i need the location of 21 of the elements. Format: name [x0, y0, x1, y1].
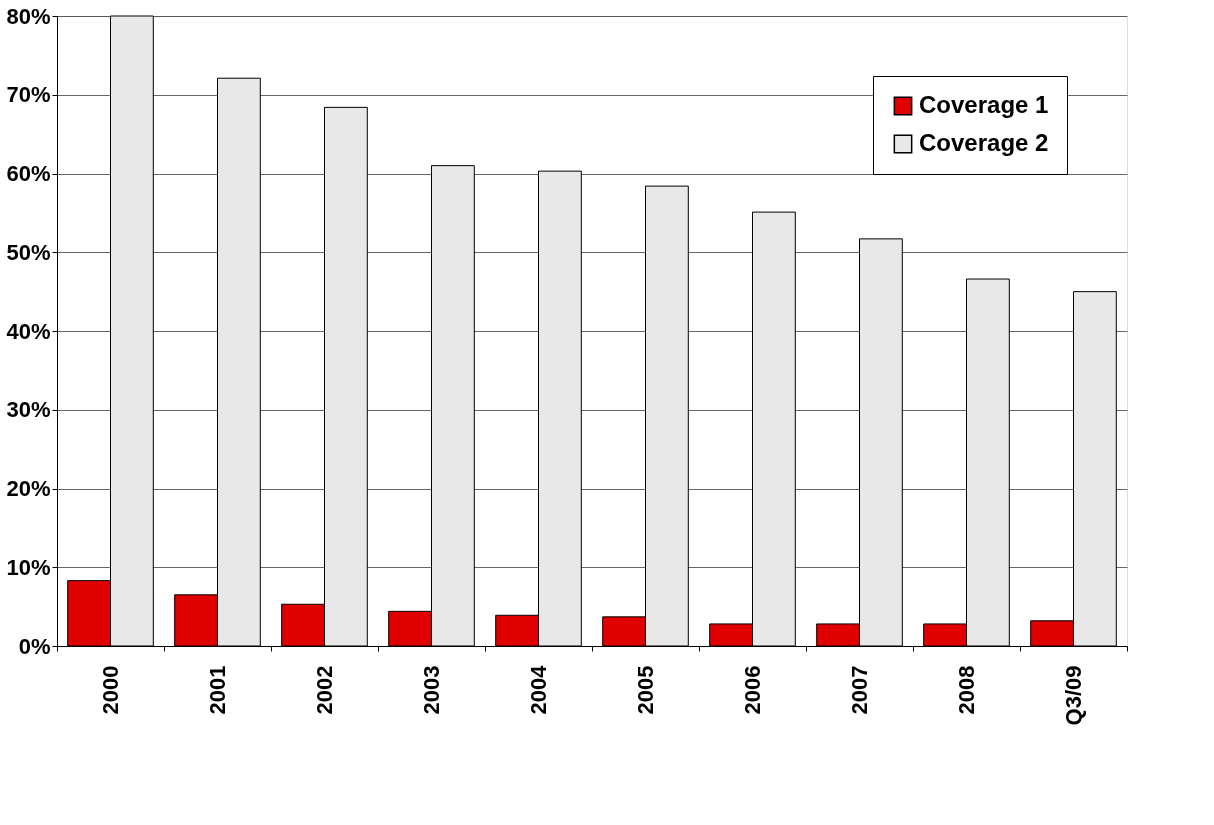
y-tick-label: 70%: [6, 82, 51, 108]
x-tick-label: 2006: [740, 665, 765, 715]
x-tick-label: 2004: [526, 664, 551, 715]
x-tick-label: 2001: [205, 665, 230, 715]
x-tick-label: 2007: [847, 665, 872, 715]
x-tick-label: 2005: [633, 665, 658, 715]
x-tick-label: 2008: [954, 665, 979, 715]
y-tick-label: 60%: [6, 161, 51, 186]
y-tick-label: 40%: [6, 318, 51, 344]
y-tick-label: 30%: [6, 397, 51, 423]
legend-label: Coverage 2: [919, 129, 1049, 156]
legend-label: Coverage 1: [919, 91, 1049, 118]
y-tick-label: 80%: [6, 3, 51, 29]
x-tick-label: 2000: [98, 665, 123, 715]
y-tick-label: 50%: [6, 239, 51, 265]
x-tick-label: Q3/09: [1061, 665, 1086, 726]
y-tick-label: 0%: [18, 633, 51, 659]
x-tick-label: 2002: [312, 665, 337, 715]
y-tick-label: 10%: [6, 554, 51, 580]
x-tick-label: 2003: [419, 665, 444, 715]
y-tick-label: 20%: [6, 476, 51, 501]
